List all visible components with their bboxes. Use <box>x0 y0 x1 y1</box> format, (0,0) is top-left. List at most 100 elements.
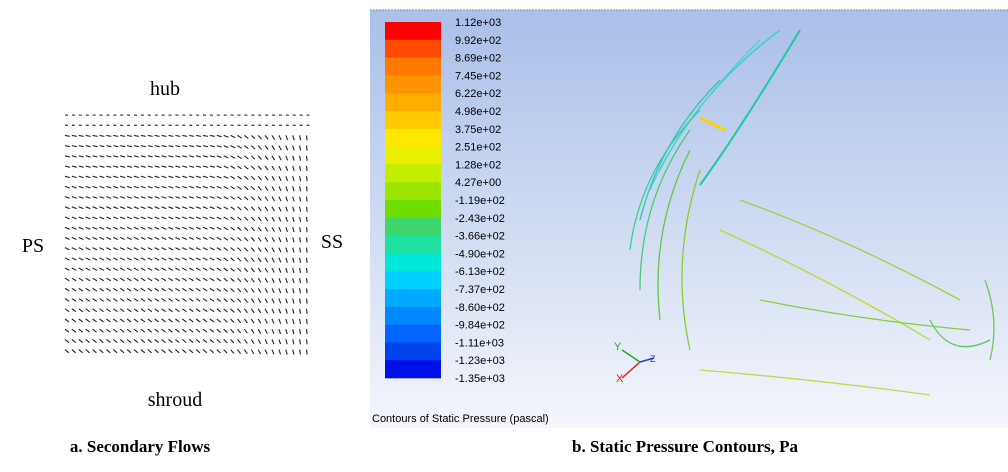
flow-vector <box>202 287 208 292</box>
flow-vector <box>106 267 112 271</box>
flow-vector <box>106 328 111 333</box>
flow-vector <box>126 196 132 199</box>
flow-vector <box>278 186 282 192</box>
legend-band <box>385 253 441 272</box>
flow-vector <box>175 216 181 220</box>
flow-vector <box>168 206 174 210</box>
flow-vector <box>285 155 289 161</box>
flow-vector <box>250 257 255 263</box>
flow-vector <box>147 328 153 333</box>
flow-vector <box>175 175 181 179</box>
flow-vector <box>223 298 228 303</box>
flow-vector <box>119 236 125 241</box>
flow-vector <box>243 308 248 314</box>
flow-vector <box>278 267 282 273</box>
flow-vector <box>216 236 222 241</box>
flow-vector <box>154 308 160 313</box>
flow-vector <box>85 226 91 230</box>
flow-vector <box>175 287 180 292</box>
flow-vector <box>78 328 84 333</box>
flow-vector <box>264 288 268 294</box>
flow-vector <box>85 328 91 333</box>
flow-vector <box>78 155 84 158</box>
flow-vector <box>99 277 105 282</box>
flow-vector <box>264 339 268 345</box>
flow-vector <box>209 236 215 241</box>
flow-vector <box>244 247 249 252</box>
flow-vector <box>133 247 139 251</box>
flow-vector <box>195 145 202 148</box>
flow-vector <box>147 196 153 199</box>
flow-vector <box>189 196 195 199</box>
flow-vector <box>64 145 70 148</box>
flow-vector <box>181 308 187 313</box>
flow-vector <box>140 145 146 148</box>
legend-label: -1.19e+02 <box>455 195 505 207</box>
flow-vector <box>230 175 236 180</box>
flow-vector <box>264 277 269 283</box>
flow-vector <box>278 135 282 141</box>
flow-vector <box>305 155 308 161</box>
flow-vector <box>78 216 84 220</box>
flow-vector <box>119 277 125 282</box>
flow-vector <box>230 257 235 262</box>
flow-vector <box>257 206 262 212</box>
flow-vector <box>99 257 105 261</box>
flow-vector <box>237 206 242 211</box>
flow-vector <box>189 145 195 148</box>
flow-vector <box>126 185 133 189</box>
flow-vector <box>92 155 98 158</box>
flow-vector <box>257 318 262 324</box>
legend-label: -1.11e+03 <box>455 337 504 349</box>
flow-vector <box>147 349 152 354</box>
flow-vector <box>195 175 202 179</box>
flow-vector <box>168 318 173 323</box>
flow-vector <box>230 328 235 334</box>
flow-vector <box>119 328 125 333</box>
flow-vector <box>209 349 215 354</box>
flow-vector <box>126 155 133 158</box>
flow-vector <box>250 298 255 303</box>
flow-vector <box>175 338 180 343</box>
flow-vector <box>305 186 308 192</box>
flow-vector <box>133 206 139 210</box>
flow-vector <box>264 226 269 232</box>
flow-vector <box>292 155 295 161</box>
flow-vector <box>189 165 195 168</box>
flow-vector <box>161 145 167 148</box>
flow-vector <box>175 328 180 333</box>
flow-vector <box>140 206 146 210</box>
flow-vector <box>106 247 112 251</box>
flow-vector <box>140 328 146 333</box>
flow-vector <box>168 257 174 261</box>
flow-vector <box>64 206 70 210</box>
flow-vector <box>216 247 222 251</box>
flow-vector <box>285 186 289 192</box>
flow-vector <box>264 328 268 334</box>
flow-vector <box>216 175 222 179</box>
flow-vector <box>140 277 146 282</box>
flow-vector <box>147 277 153 282</box>
flow-vector <box>305 288 308 294</box>
flow-vector <box>299 155 302 161</box>
flow-vector <box>285 176 289 182</box>
flow-vector <box>168 226 174 230</box>
flow-vector <box>209 308 215 313</box>
flow-vector <box>188 247 194 251</box>
flow-vector <box>299 257 302 263</box>
flow-vector <box>243 277 249 283</box>
flow-vector <box>140 216 146 220</box>
flow-vector <box>182 175 188 179</box>
flow-vector <box>237 349 241 354</box>
y-axis-label: Y <box>614 341 622 353</box>
flow-vector <box>223 165 229 169</box>
flow-vector <box>202 175 208 179</box>
flow-vector <box>250 267 255 273</box>
flow-vector <box>209 226 215 230</box>
flow-vector <box>216 165 222 169</box>
flow-vector <box>257 339 262 345</box>
flow-vector <box>209 175 215 179</box>
flow-vector <box>209 328 215 333</box>
flow-vector <box>195 185 202 189</box>
flow-vector <box>154 206 160 210</box>
